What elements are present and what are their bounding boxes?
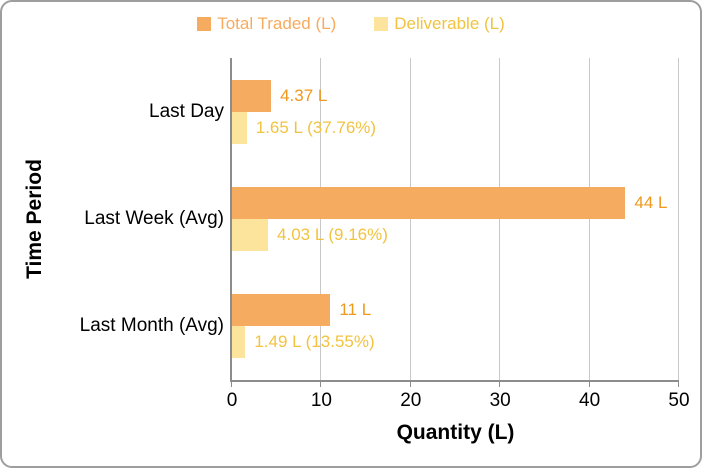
x-tick	[499, 382, 501, 387]
x-tick-label: 30	[489, 390, 511, 411]
bar-deliverable	[232, 326, 246, 359]
bar-value-label: 1.49 L (13.55%)	[254, 332, 375, 352]
bar-deliverable	[232, 219, 269, 251]
bar-value-label: 4.37 L	[280, 85, 328, 105]
x-tick-label: 50	[668, 390, 690, 411]
category-label: Last Week (Avg)	[84, 208, 224, 229]
gridline	[678, 58, 679, 380]
legend-label-total-traded: Total Traded (L)	[217, 14, 337, 33]
legend-swatch-deliverable-icon	[374, 17, 389, 31]
x-tick	[588, 382, 590, 387]
x-tick	[320, 382, 322, 387]
x-axis-title: Quantity (L)	[396, 421, 515, 444]
bar-value-label: 1.65 L (37.76%)	[255, 117, 377, 137]
y-axis-line	[230, 58, 232, 382]
legend-item-deliverable: Deliverable (L)	[374, 14, 505, 34]
gridline	[499, 58, 501, 380]
legend-item-total-traded: Total Traded (L)	[197, 14, 336, 34]
category-label: Last Day	[149, 100, 224, 122]
x-tick-label: 10	[310, 390, 332, 411]
plot-area: 0 10 20 30 40 50 4.37 L 1.65 L (37.76%) 44 L 4.03…	[227, 58, 690, 411]
legend-label-deliverable: Deliverable (L)	[394, 14, 505, 33]
x-tick-label: 20	[400, 390, 422, 411]
x-axis-line	[230, 380, 679, 382]
category-label: Last Month (Avg)	[79, 315, 224, 337]
bar-value-label: 4.03 L (9.16%)	[277, 225, 388, 244]
bar-deliverable	[232, 111, 247, 144]
legend: Total Traded (L) Deliverable (L)	[2, 14, 700, 34]
x-tick-label: 40	[579, 390, 601, 411]
x-tick	[678, 382, 679, 387]
bar-total-traded	[232, 294, 331, 327]
gridline	[588, 58, 590, 380]
x-tick	[409, 382, 411, 387]
x-tick	[231, 382, 232, 387]
bar-value-label: 11 L	[339, 300, 372, 320]
x-tick-label: 0	[226, 390, 238, 411]
bar-total-traded	[232, 79, 272, 112]
legend-swatch-total-traded-icon	[197, 17, 212, 31]
bar-total-traded	[232, 187, 626, 219]
gridline	[409, 58, 411, 380]
gridline	[320, 58, 322, 380]
bar-value-label: 44 L	[634, 193, 668, 212]
